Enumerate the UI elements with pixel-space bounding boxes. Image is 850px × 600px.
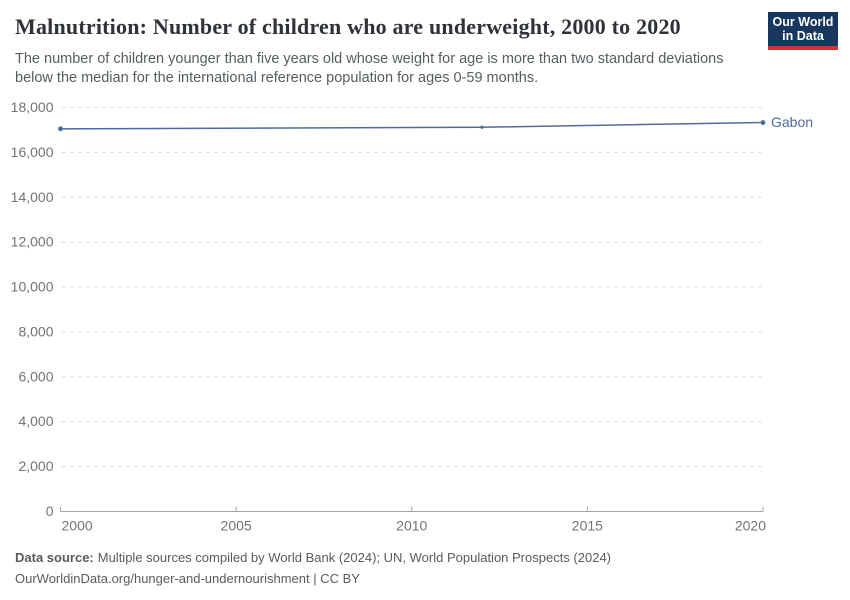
y-tick-label: 12,000	[11, 234, 54, 250]
y-tick-label: 0	[46, 503, 54, 519]
license-line: OurWorldinData.org/hunger-and-undernouri…	[15, 568, 815, 589]
data-source-label: Data source:	[15, 550, 94, 565]
logo-line-2: in Data	[782, 29, 824, 43]
data-point-gabon-2020[interactable]	[760, 120, 766, 125]
y-tick-label: 4,000	[18, 413, 53, 429]
series-line-gabon[interactable]	[60, 121, 764, 130]
data-point-gabon-2012[interactable]	[480, 125, 484, 129]
data-source-line: Data source: Multiple sources compiled by…	[15, 547, 815, 568]
owid-logo[interactable]: Our World in Data	[768, 12, 838, 50]
data-source-text: Multiple sources compiled by World Bank …	[97, 550, 612, 565]
x-tick-label: 2005	[221, 518, 252, 534]
y-tick-label: 18,000	[11, 99, 54, 115]
series-label-gabon[interactable]: Gabon	[771, 114, 813, 130]
y-tick-label: 14,000	[11, 189, 54, 205]
chart-subtitle: The number of children younger than five…	[15, 51, 724, 86]
y-tick-label: 16,000	[11, 144, 54, 160]
data-point-gabon-2000[interactable]	[58, 126, 63, 132]
y-tick-label: 10,000	[11, 279, 54, 295]
chart-footer: Data source: Multiple sources compiled by…	[15, 547, 815, 589]
y-tick-label: 8,000	[18, 323, 53, 339]
x-tick-label: 2015	[572, 518, 603, 534]
x-tick-label: 2000	[62, 518, 93, 534]
owid-url-link[interactable]: OurWorldinData.org/hunger-and-undernouri…	[15, 571, 360, 586]
chart-title: Malnutrition: Number of children who are…	[15, 14, 681, 39]
x-tick-label: 2020	[735, 518, 766, 534]
y-tick-label: 6,000	[18, 368, 53, 384]
x-tick-label: 2010	[396, 518, 427, 534]
logo-line-1: Our World	[772, 15, 834, 29]
y-tick-label: 2,000	[18, 458, 53, 474]
